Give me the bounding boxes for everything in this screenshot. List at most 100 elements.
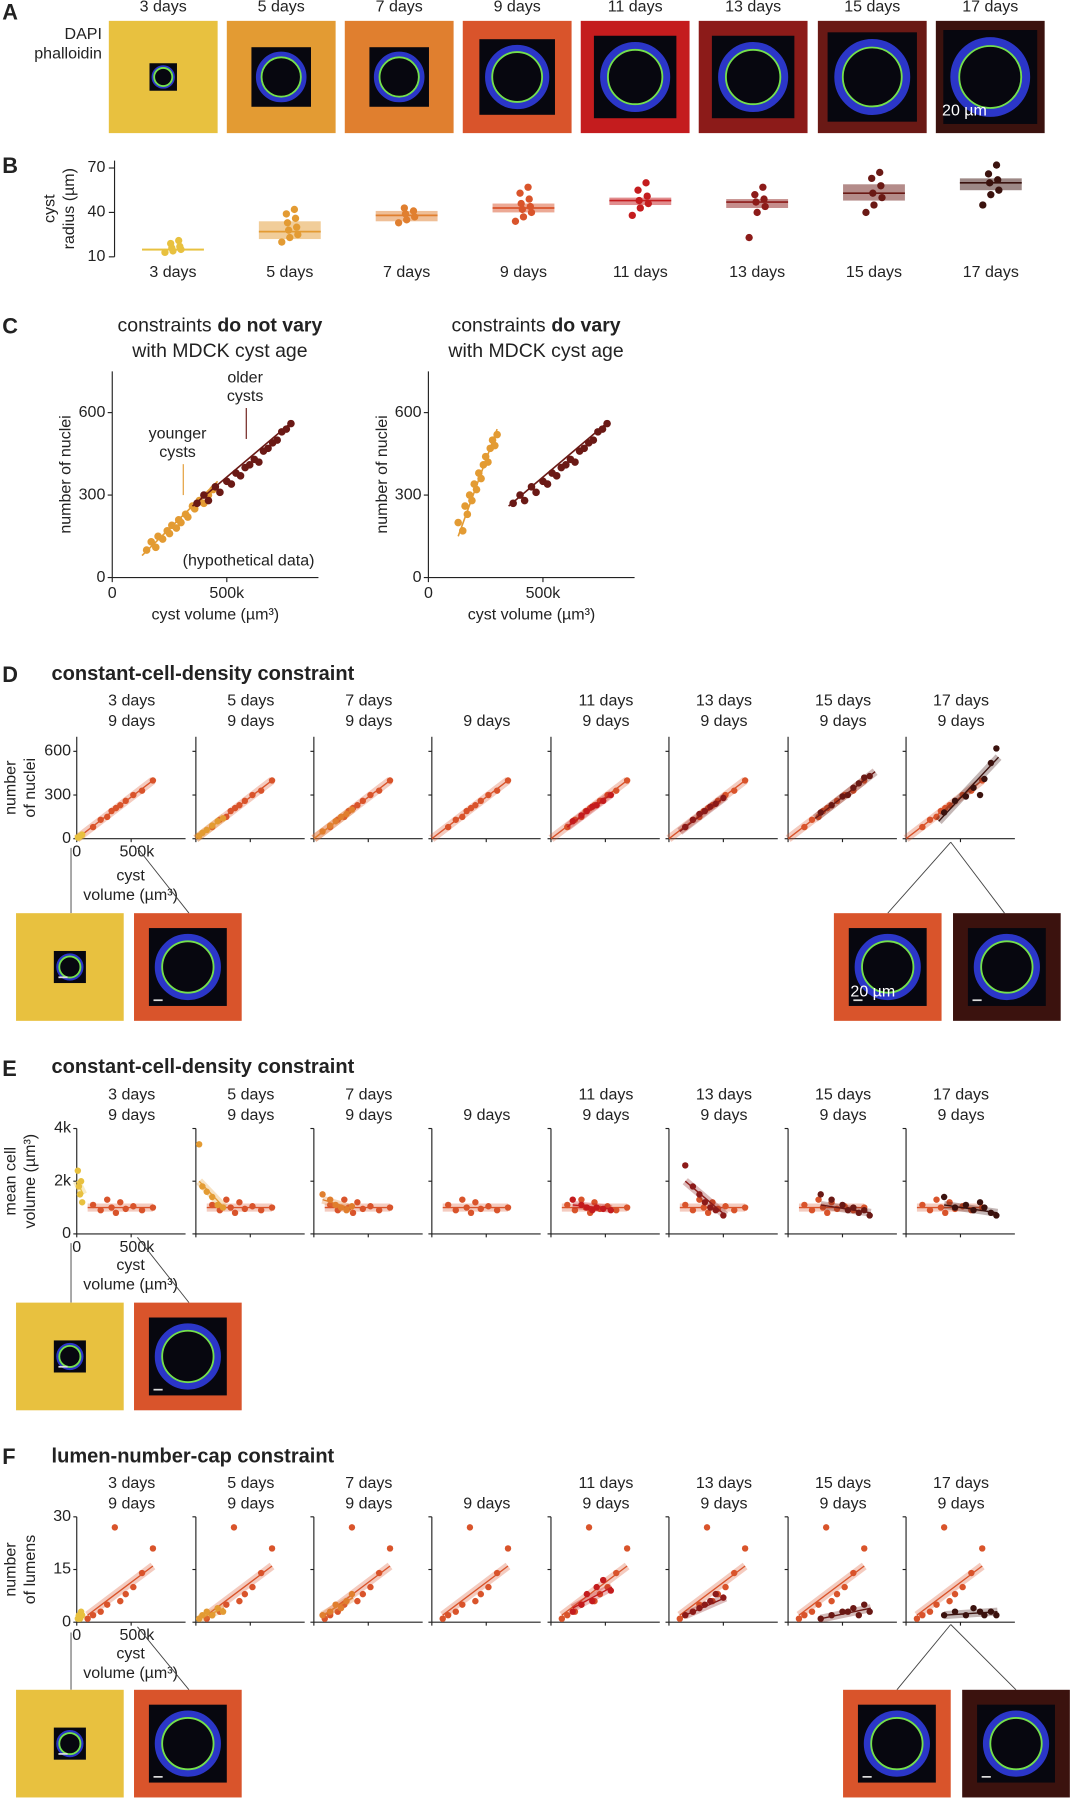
data-point bbox=[801, 1611, 808, 1619]
fit-line bbox=[679, 795, 726, 832]
data-point bbox=[375, 787, 383, 794]
y-axis-label: number bbox=[2, 1542, 20, 1597]
data-point bbox=[409, 207, 418, 215]
data-point bbox=[319, 1191, 326, 1198]
data-point bbox=[400, 204, 409, 212]
data-point bbox=[839, 1201, 846, 1209]
data-point bbox=[223, 1601, 230, 1608]
data-point bbox=[354, 1597, 361, 1605]
data-point bbox=[704, 1209, 712, 1217]
x-axis-label: cyst bbox=[116, 1256, 145, 1274]
data-point bbox=[516, 189, 524, 197]
data-point bbox=[815, 1196, 822, 1203]
data-point bbox=[517, 199, 525, 208]
data-point bbox=[104, 1196, 111, 1203]
data-point bbox=[273, 436, 281, 444]
data-point bbox=[841, 1583, 848, 1591]
data-point bbox=[459, 813, 466, 821]
data-point bbox=[204, 496, 213, 505]
data-point bbox=[815, 1601, 822, 1608]
panel-label: C bbox=[2, 314, 18, 339]
data-point bbox=[219, 1204, 227, 1211]
data-point bbox=[161, 248, 169, 257]
day-label: 9 days bbox=[227, 1494, 274, 1512]
x-axis-label: cyst volume (µm³) bbox=[468, 606, 596, 624]
data-point bbox=[589, 1597, 596, 1605]
day-label: 13 days bbox=[696, 1086, 752, 1104]
day-label: 17 days bbox=[933, 1474, 989, 1492]
y-axis-label: mean cell bbox=[2, 1147, 20, 1216]
y-tick-label: 10 bbox=[88, 247, 106, 265]
data-point bbox=[962, 793, 970, 800]
day-label: 9 days bbox=[463, 1494, 510, 1512]
fit-line bbox=[798, 1565, 865, 1616]
data-point bbox=[986, 179, 994, 187]
data-point bbox=[467, 1209, 475, 1217]
data-point bbox=[599, 1576, 607, 1584]
data-point bbox=[751, 190, 759, 199]
data-point bbox=[236, 1199, 243, 1206]
data-point bbox=[552, 472, 561, 480]
data-point bbox=[933, 1601, 940, 1608]
data-point bbox=[720, 1212, 727, 1219]
data-point bbox=[926, 1206, 934, 1214]
day-label: 17 days bbox=[933, 1086, 989, 1104]
data-point bbox=[569, 818, 576, 825]
chart-title: with MDCK cyst age bbox=[447, 340, 623, 362]
fit-line bbox=[938, 756, 1000, 822]
day-label: 9 days bbox=[819, 712, 866, 730]
title-emphasis: do vary bbox=[551, 315, 620, 337]
fit-line bbox=[508, 420, 610, 507]
data-point bbox=[933, 1196, 940, 1203]
data-point bbox=[993, 1611, 1000, 1619]
connector bbox=[887, 841, 952, 914]
x-axis-label: cyst volume (µm³) bbox=[152, 606, 280, 624]
data-point bbox=[598, 425, 607, 433]
fit-line bbox=[457, 428, 498, 537]
lumen-outline bbox=[58, 1344, 82, 1368]
day-label: 9 days bbox=[819, 1494, 866, 1512]
data-point bbox=[753, 208, 761, 217]
day-label: 11 days bbox=[608, 0, 663, 15]
data-point bbox=[636, 204, 644, 212]
data-point bbox=[951, 1590, 959, 1598]
data-point bbox=[452, 1206, 459, 1214]
data-point bbox=[236, 472, 245, 480]
day-label: 3 days bbox=[108, 1086, 155, 1104]
data-point bbox=[593, 1583, 600, 1591]
data-point bbox=[817, 809, 824, 816]
data-point bbox=[701, 807, 709, 815]
day-label: 13 days bbox=[725, 0, 781, 15]
data-point bbox=[682, 1201, 689, 1209]
day-label: 9 days bbox=[937, 712, 984, 730]
y-tick-label: 300 bbox=[44, 785, 71, 803]
data-point bbox=[282, 425, 291, 433]
data-point bbox=[543, 480, 552, 488]
lumen-outline bbox=[161, 1717, 215, 1771]
data-point bbox=[731, 787, 738, 794]
fit-line bbox=[76, 779, 154, 840]
data-point bbox=[112, 1209, 120, 1217]
data-point bbox=[976, 1199, 984, 1206]
panel-label: F bbox=[2, 1444, 15, 1469]
data-point bbox=[519, 213, 528, 221]
category-label: 13 days bbox=[729, 263, 785, 281]
data-point bbox=[518, 205, 526, 214]
y-tick-label: 600 bbox=[395, 403, 422, 421]
data-point bbox=[562, 461, 570, 469]
data-point bbox=[491, 441, 499, 450]
chart-title: constraints do vary bbox=[452, 315, 621, 337]
data-point bbox=[689, 816, 697, 823]
data-point bbox=[833, 1590, 841, 1598]
category-label: 7 days bbox=[383, 263, 430, 281]
data-point bbox=[130, 1583, 137, 1591]
fit-line bbox=[820, 1204, 871, 1214]
lumen-outline bbox=[378, 56, 420, 98]
lumen-outline bbox=[58, 1732, 82, 1756]
x-tick-label: 0 bbox=[72, 1626, 81, 1644]
data-point bbox=[987, 190, 995, 199]
data-point bbox=[578, 1196, 585, 1203]
day-label: 11 days bbox=[578, 1086, 633, 1104]
data-point bbox=[326, 1201, 334, 1209]
data-point bbox=[994, 176, 1002, 184]
